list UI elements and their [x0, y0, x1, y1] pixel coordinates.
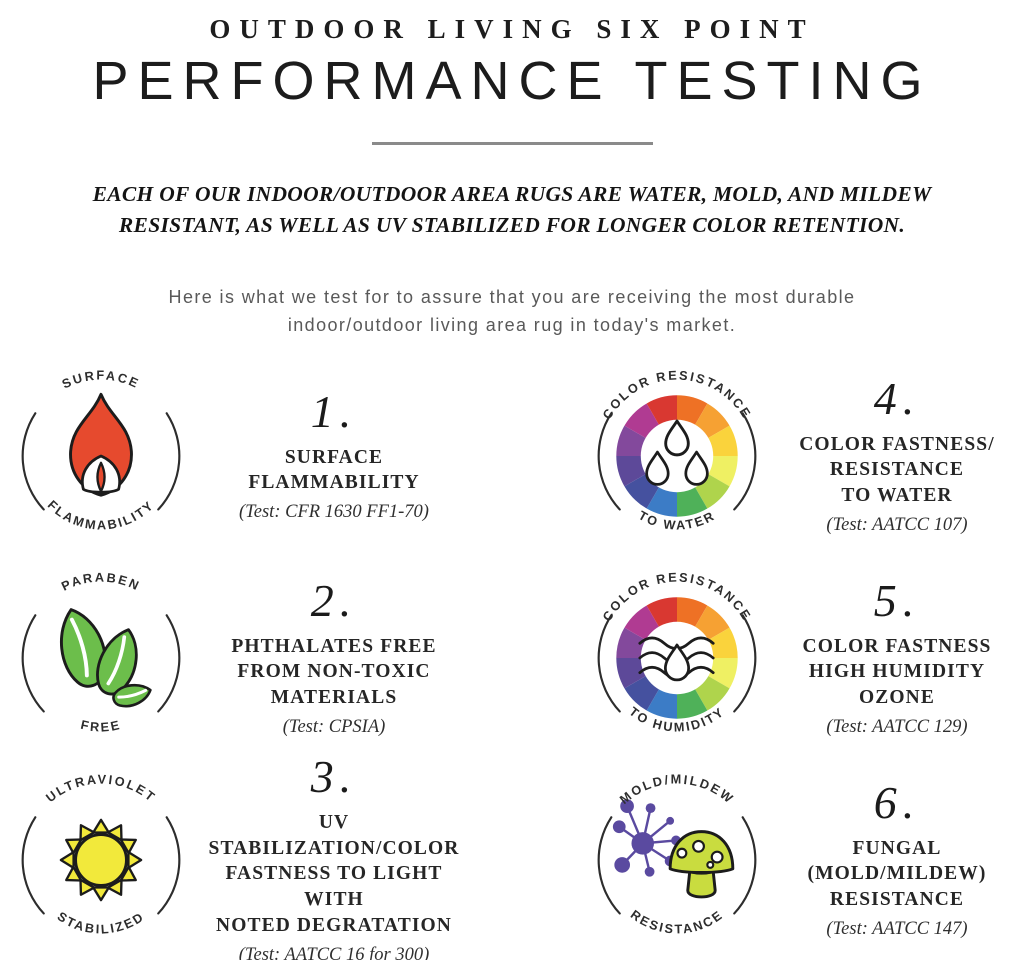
badge-arc-left — [21, 614, 45, 713]
item-number: 4. — [873, 372, 921, 424]
sun-icon — [59, 818, 143, 902]
eyebrow-title: OUTDOOR LIVING SIX POINT — [209, 14, 815, 44]
six-point-grid: SURFACE FLAMMABILITY 1. SURFACE FLAMMABI… — [0, 362, 1024, 960]
svg-text:FLAMMABILITY: FLAMMABILITY — [45, 497, 157, 532]
badge-bottom-label: FREE — [79, 717, 120, 735]
intro-line-2: indoor/outdoor living area rug in today'… — [287, 314, 737, 335]
svg-text:MOLD/MILDEW: MOLD/MILDEW — [617, 771, 738, 806]
leaves-icon — [59, 608, 152, 708]
item-surface-flammability: 1. SURFACE FLAMMABILITY (Test: CFR 1630 … — [194, 385, 474, 523]
divider-line — [371, 142, 653, 145]
tagline-line-2: RESISTANT, AS WELL AS UV STABILIZED FOR … — [118, 212, 906, 237]
item-color-fastness-humidity: 5. COLOR FASTNESS HIGH HUMIDITY OZONE (T… — [770, 574, 1024, 738]
item-test: (Test: CPSIA) — [282, 716, 386, 737]
badge-color-resistance-water: COLOR RESISTANCE TO WATER — [584, 363, 770, 549]
item-number: 2. — [310, 574, 358, 626]
intro-text: Here is what we test for to assure that … — [0, 284, 1024, 340]
badge-bottom-label: STABILIZED — [55, 908, 145, 936]
badge-ultraviolet-stabilized: ULTRAVIOLET STABILIZED — [8, 767, 194, 953]
color-wheel-water-icon — [616, 395, 738, 517]
item-fungal-resistance: 6. FUNGAL (MOLD/MILDEW) RESISTANCE (Test… — [770, 776, 1024, 940]
badge-top-label: PARABEN — [59, 569, 141, 593]
svg-text:STABILIZED: STABILIZED — [55, 908, 148, 936]
badge-arc-left — [21, 412, 45, 511]
badge-top-label: SURFACE — [60, 367, 141, 391]
item-test: (Test: AATCC 16 for 300) — [238, 944, 430, 960]
mold-mildew-icon — [612, 799, 735, 899]
item-color-fastness-water: 4. COLOR FASTNESS/ RESISTANCE TO WATER (… — [770, 372, 1024, 536]
tagline-line-1: EACH OF OUR INDOOR/OUTDOOR AREA RUGS ARE… — [92, 182, 932, 206]
item-test: (Test: AATCC 147) — [826, 918, 968, 939]
badge-arc-right — [157, 412, 181, 511]
item-test: (Test: AATCC 107) — [826, 514, 968, 535]
badge-surface-flammability: SURFACE FLAMMABILITY — [8, 363, 194, 549]
badge-arc-left — [597, 614, 621, 713]
item-uv-stabilization: 3. UV STABILIZATION/COLOR FASTNESS TO LI… — [194, 750, 474, 960]
svg-text:ULTRAVIOLET: ULTRAVIOLET — [43, 771, 159, 805]
tagline: EACH OF OUR INDOOR/OUTDOOR AREA RUGS ARE… — [0, 179, 1024, 240]
item-title: COLOR FASTNESS/ RESISTANCE TO WATER — [799, 433, 995, 507]
badge-top-label: ULTRAVIOLET — [43, 771, 157, 805]
page-title: PERFORMANCE TESTING — [92, 51, 932, 111]
svg-text:RESISTANCE: RESISTANCE — [628, 906, 726, 936]
item-title: COLOR FASTNESS HIGH HUMIDITY OZONE — [802, 635, 992, 709]
badge-paraben-free: PARABEN FREE — [8, 565, 194, 751]
svg-text:PARABEN: PARABEN — [59, 569, 143, 593]
item-number: 1. — [310, 385, 358, 437]
badge-bottom-label: FLAMMABILITY — [45, 497, 155, 532]
badge-top-label: MOLD/MILDEW — [617, 771, 736, 806]
badge-arc-right — [733, 412, 757, 511]
item-title: UV STABILIZATION/COLOR FASTNESS TO LIGHT… — [208, 811, 460, 936]
item-title: SURFACE FLAMMABILITY — [248, 446, 420, 494]
color-wheel-humidity-icon — [616, 597, 738, 719]
badge-arc-right — [157, 614, 181, 713]
item-number: 3. — [310, 750, 358, 802]
item-title: FUNGAL (MOLD/MILDEW) RESISTANCE — [807, 837, 987, 911]
item-number: 6. — [873, 776, 921, 828]
badge-arc-right — [733, 614, 757, 713]
item-test: (Test: AATCC 129) — [826, 716, 968, 737]
item-phthalates-free: 2. PHTHALATES FREE FROM NON-TOXIC MATERI… — [194, 574, 474, 738]
item-number: 5. — [873, 574, 921, 626]
badge-bottom-label: RESISTANCE — [628, 906, 724, 936]
badge-arc-left — [597, 816, 621, 915]
badge-arc-right — [733, 816, 757, 915]
badge-mold-mildew-resistance: MOLD/MILDEW RESISTANCE — [584, 767, 770, 953]
badge-arc-right — [157, 816, 181, 915]
svg-text:FREE: FREE — [79, 717, 122, 735]
badge-color-resistance-humidity: COLOR RESISTANCE TO HUMIDITY — [584, 565, 770, 751]
flame-icon — [69, 392, 133, 497]
svg-text:SURFACE: SURFACE — [60, 367, 143, 391]
intro-line-1: Here is what we test for to assure that … — [168, 287, 856, 308]
badge-arc-left — [21, 816, 45, 915]
item-test: (Test: CFR 1630 FF1-70) — [239, 502, 429, 523]
badge-arc-left — [597, 412, 621, 511]
item-title: PHTHALATES FREE FROM NON-TOXIC MATERIALS — [231, 635, 437, 709]
